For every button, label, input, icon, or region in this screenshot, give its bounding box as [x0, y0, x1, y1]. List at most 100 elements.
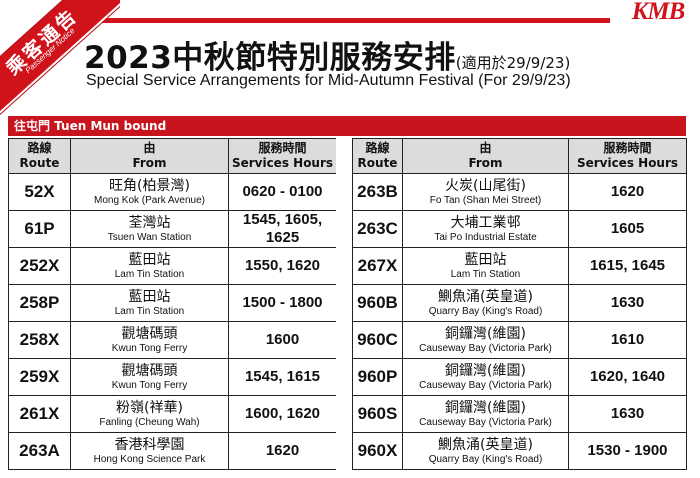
origin-en: Tai Po Industrial Estate: [434, 231, 537, 243]
hours-header-en: Services Hours: [576, 156, 679, 170]
route-cell: 252X: [8, 247, 71, 285]
origin-zh: 火炭(山尾街): [445, 177, 526, 194]
origin-en: Kwun Tong Ferry: [111, 342, 188, 354]
route-cell: 259X: [8, 358, 71, 396]
service-hours: 1500 - 1800: [242, 294, 323, 311]
origin-zh: 藍田站: [464, 251, 507, 268]
table-row: 267X 藍田站 Lam Tin Station 1615, 1645: [352, 247, 687, 285]
route-header-zh: 路線: [365, 141, 390, 155]
hours-cell: 1610: [568, 321, 687, 359]
top-red-rule: [80, 18, 610, 23]
table-row: 61P 荃灣站 Tsuen Wan Station 1545, 1605, 1625: [8, 210, 337, 248]
service-hours: 1630: [610, 405, 645, 422]
service-hours: 1615, 1645: [589, 257, 666, 274]
service-hours: 1630: [610, 294, 645, 311]
from-header-zh: 由: [479, 141, 492, 155]
hours-cell: 1620: [568, 173, 687, 211]
from-cell: 藍田站 Lam Tin Station: [70, 247, 229, 285]
origin-zh: 鰂魚涌(英皇道): [438, 288, 533, 305]
schedule-table-left: 路線 Route 由 From 服務時間 Services Hours 52X 旺角(柏…: [8, 138, 337, 470]
route-number: 52X: [24, 182, 55, 201]
hours-cell: 1500 - 1800: [228, 284, 337, 322]
table-row: 263B 火炭(山尾街) Fo Tan (Shan Mei Street) 1620: [352, 173, 687, 211]
origin-zh: 旺角(柏景灣): [109, 177, 190, 194]
route-number: 258P: [19, 293, 60, 312]
origin-en: Lam Tin Station: [450, 268, 521, 280]
origin-zh: 銅鑼灣(維園): [445, 325, 526, 342]
service-hours: 1605: [610, 220, 645, 237]
hours-cell: 1615, 1645: [568, 247, 687, 285]
service-hours: 1610: [610, 331, 645, 348]
hours-cell: 1545, 1605, 1625: [228, 210, 337, 248]
from-header: 由 From: [70, 138, 229, 174]
service-hours: 1620: [265, 442, 300, 459]
origin-zh: 香港科學園: [114, 436, 185, 453]
table-row: 258P 藍田站 Lam Tin Station 1500 - 1800: [8, 284, 337, 322]
service-hours: 1530 - 1900: [587, 442, 668, 459]
table-row: 960S 銅鑼灣(維園) Causeway Bay (Victoria Park) 1…: [352, 395, 687, 433]
route-header-zh: 路線: [27, 141, 52, 155]
table-row: 263C 大埔工業邨 Tai Po Industrial Estate 1605: [352, 210, 687, 248]
route-number: 960X: [357, 441, 398, 460]
origin-en: Kwun Tong Ferry: [111, 379, 188, 391]
hours-cell: 1600: [228, 321, 337, 359]
route-cell: 960C: [352, 321, 403, 359]
table-header-row: 路線 Route 由 From 服務時間 Services Hours: [8, 138, 337, 174]
route-number: 960B: [357, 293, 398, 312]
route-cell: 261X: [8, 395, 71, 433]
route-number: 960P: [357, 367, 398, 386]
route-number: 261X: [19, 404, 60, 423]
origin-zh: 鰂魚涌(英皇道): [438, 436, 533, 453]
table-row: 960P 銅鑼灣(維園) Causeway Bay (Victoria Park) 1…: [352, 358, 687, 396]
origin-zh: 荃灣站: [128, 214, 171, 231]
service-hours: 1620, 1640: [589, 368, 666, 385]
route-cell: 267X: [352, 247, 403, 285]
page-title-en: Special Service Arrangements for Mid-Aut…: [86, 72, 571, 89]
route-cell: 263C: [352, 210, 403, 248]
hours-cell: 1605: [568, 210, 687, 248]
origin-en: Lam Tin Station: [114, 268, 185, 280]
origin-zh: 觀塘碼頭: [121, 362, 178, 379]
route-cell: 960P: [352, 358, 403, 396]
from-cell: 藍田站 Lam Tin Station: [70, 284, 229, 322]
hours-cell: 1545, 1615: [228, 358, 337, 396]
hours-cell: 1630: [568, 395, 687, 433]
hours-cell: 0620 - 0100: [228, 173, 337, 211]
hours-cell: 1630: [568, 284, 687, 322]
service-hours: 1545, 1605, 1625: [242, 211, 323, 246]
route-cell: 960S: [352, 395, 403, 433]
route-cell: 52X: [8, 173, 71, 211]
route-number: 263C: [357, 219, 398, 238]
from-cell: 火炭(山尾街) Fo Tan (Shan Mei Street): [402, 173, 569, 211]
table-row: 960X 鰂魚涌(英皇道) Quarry Bay (King's Road) 1530…: [352, 432, 687, 470]
table-row: 52X 旺角(柏景灣) Mong Kok (Park Avenue) 0620 - 0…: [8, 173, 337, 211]
origin-en: Lam Tin Station: [114, 305, 185, 317]
route-number: 267X: [357, 256, 398, 275]
origin-zh: 藍田站: [128, 288, 171, 305]
route-number: 960S: [357, 404, 398, 423]
from-header-en: From: [468, 156, 503, 170]
from-cell: 銅鑼灣(維園) Causeway Bay (Victoria Park): [402, 358, 569, 396]
from-cell: 旺角(柏景灣) Mong Kok (Park Avenue): [70, 173, 229, 211]
hours-cell: 1620, 1640: [568, 358, 687, 396]
origin-en: Tsuen Wan Station: [107, 231, 192, 243]
route-cell: 61P: [8, 210, 71, 248]
table-row: 252X 藍田站 Lam Tin Station 1550, 1620: [8, 247, 337, 285]
route-number: 960C: [357, 330, 398, 349]
table-row: 259X 觀塘碼頭 Kwun Tong Ferry 1545, 1615: [8, 358, 337, 396]
route-number: 263A: [19, 441, 60, 460]
origin-zh: 銅鑼灣(維園): [445, 399, 526, 416]
hours-header: 服務時間 Services Hours: [568, 138, 687, 174]
route-header-en: Route: [19, 156, 60, 170]
from-cell: 觀塘碼頭 Kwun Tong Ferry: [70, 321, 229, 359]
hours-header-zh: 服務時間: [603, 141, 652, 155]
schedule-table-right: 路線 Route 由 From 服務時間 Services Hours 263B 火炭(…: [352, 138, 687, 470]
kmb-logo: KMB: [631, 0, 686, 25]
service-hours: 1620: [610, 183, 645, 200]
route-number: 61P: [24, 219, 55, 238]
origin-en: Causeway Bay (Victoria Park): [419, 379, 552, 391]
table-row: 263A 香港科學園 Hong Kong Science Park 1620: [8, 432, 337, 470]
route-header: 路線 Route: [352, 138, 403, 174]
origin-zh: 藍田站: [128, 251, 171, 268]
from-cell: 鰂魚涌(英皇道) Quarry Bay (King's Road): [402, 432, 569, 470]
